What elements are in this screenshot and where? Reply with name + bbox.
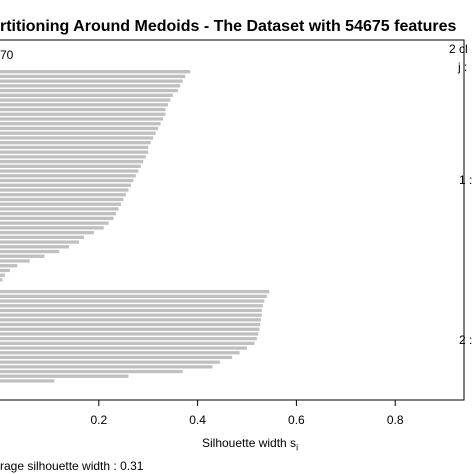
silhouette-bar-c1-16 (0, 141, 151, 145)
cluster-2-label: 2 : (459, 333, 473, 347)
silhouette-bar-c1-30 (0, 207, 119, 211)
silhouette-bar-c1-5 (0, 88, 178, 93)
silhouette-bar-c2-10 (0, 332, 259, 336)
silhouette-bar-c2-2 (0, 294, 267, 298)
silhouette-bar-c1-37 (0, 240, 80, 244)
silhouette-bar-c2-16 (0, 360, 220, 364)
silhouette-bar-c2-8 (0, 322, 261, 327)
silhouette-bar-c2-19 (0, 374, 129, 378)
silhouette-bar-c1-24 (0, 178, 134, 183)
silhouette-bar-c1-44 (0, 273, 5, 277)
silhouette-bar-c1-35 (0, 230, 94, 235)
silhouette-bar-c1-36 (0, 235, 84, 239)
silhouette-bar-c1-33 (0, 221, 109, 225)
silhouette-bar-c1-15 (0, 136, 154, 140)
silhouette-bar-c2-6 (0, 313, 262, 317)
x-tick-label-1: 0.2 (90, 413, 107, 427)
silhouette-bar-c1-22 (0, 169, 139, 173)
silhouette-bar-c1-18 (0, 150, 149, 154)
silhouette-bar-c2-12 (0, 341, 255, 345)
silhouette-bar-c1-12 (0, 122, 161, 126)
silhouette-bar-c1-7 (0, 98, 171, 102)
silhouette-bar-c2-1 (0, 290, 270, 294)
silhouette-bar-c1-9 (0, 107, 166, 112)
silhouette-bar-c2-20 (0, 379, 55, 383)
silhouette-bar-c1-17 (0, 145, 149, 150)
average-silhouette-label: rage silhouette width : (0, 459, 117, 473)
silhouette-bar-c1-42 (0, 264, 18, 268)
silhouette-bar-c1-45 (0, 278, 3, 282)
silhouette-bar-c1-20 (0, 159, 144, 164)
silhouette-bar-c1-14 (0, 131, 156, 135)
silhouette-bar-c2-17 (0, 365, 213, 369)
silhouette-bar-c1-8 (0, 103, 168, 107)
silhouette-bar-c1-29 (0, 202, 122, 206)
silhouette-bar-c1-23 (0, 174, 136, 178)
silhouette-bar-c1-10 (0, 112, 166, 116)
header-right: 2 cl (449, 42, 468, 56)
silhouette-bar-c1-13 (0, 126, 159, 131)
x-axis: 0.2 0.4 0.6 0.8 (0, 39, 465, 427)
silhouette-bar-c1-6 (0, 93, 173, 97)
x-tick-label-3: 0.6 (288, 413, 305, 427)
x-axis-label-text: Silhouette width s (202, 436, 297, 450)
silhouette-bar-c2-9 (0, 327, 260, 331)
x-axis-label-sub: i (296, 442, 299, 453)
silhouette-bar-c1-43 (0, 268, 10, 273)
silhouette-bar-c1-38 (0, 245, 70, 249)
silhouette-bar-c1-25 (0, 183, 131, 187)
header-right-sub: j : (458, 60, 468, 74)
average-silhouette-value: 0.31 (120, 459, 144, 473)
silhouette-bar-c1-40 (0, 254, 45, 258)
bars-group (0, 70, 270, 383)
cluster-1-label: 1 : (459, 173, 473, 187)
silhouette-bar-c1-4 (0, 84, 181, 88)
silhouette-bar-c1-39 (0, 249, 60, 254)
silhouette-bar-c1-31 (0, 212, 117, 216)
silhouette-bar-c1-27 (0, 193, 126, 197)
silhouette-bar-c1-28 (0, 197, 124, 202)
silhouette-bar-c1-21 (0, 164, 141, 168)
silhouette-bar-c1-2 (0, 74, 186, 79)
chart-title: rtitioning Around Medoids - The Dataset … (0, 18, 457, 35)
x-axis-label: Silhouette width si (202, 436, 298, 452)
x-tick-label-4: 0.8 (387, 413, 404, 427)
silhouette-bar-c2-15 (0, 355, 233, 360)
silhouette-bar-c1-19 (0, 155, 146, 159)
silhouette-bar-c2-4 (0, 304, 263, 308)
average-silhouette: rage silhouette width : 0.31 (0, 459, 143, 473)
silhouette-bar-c2-13 (0, 346, 247, 350)
silhouette-bar-c1-11 (0, 117, 164, 121)
silhouette-bar-c1-32 (0, 216, 114, 221)
silhouette-bar-c2-14 (0, 351, 240, 355)
silhouette-bar-c1-3 (0, 79, 183, 83)
silhouette-bar-c2-18 (0, 369, 183, 374)
silhouette-bar-c1-26 (0, 188, 129, 192)
silhouette-bar-c2-7 (0, 318, 261, 322)
silhouette-bar-c2-3 (0, 299, 265, 303)
n-label: 70 (0, 48, 14, 62)
silhouette-bar-c1-41 (0, 259, 30, 263)
silhouette-bar-c1-1 (0, 70, 191, 74)
silhouette-bar-c2-5 (0, 308, 262, 313)
x-tick-label-2: 0.4 (189, 413, 206, 427)
silhouette-bar-c1-34 (0, 226, 104, 230)
silhouette-bar-c2-11 (0, 337, 257, 341)
